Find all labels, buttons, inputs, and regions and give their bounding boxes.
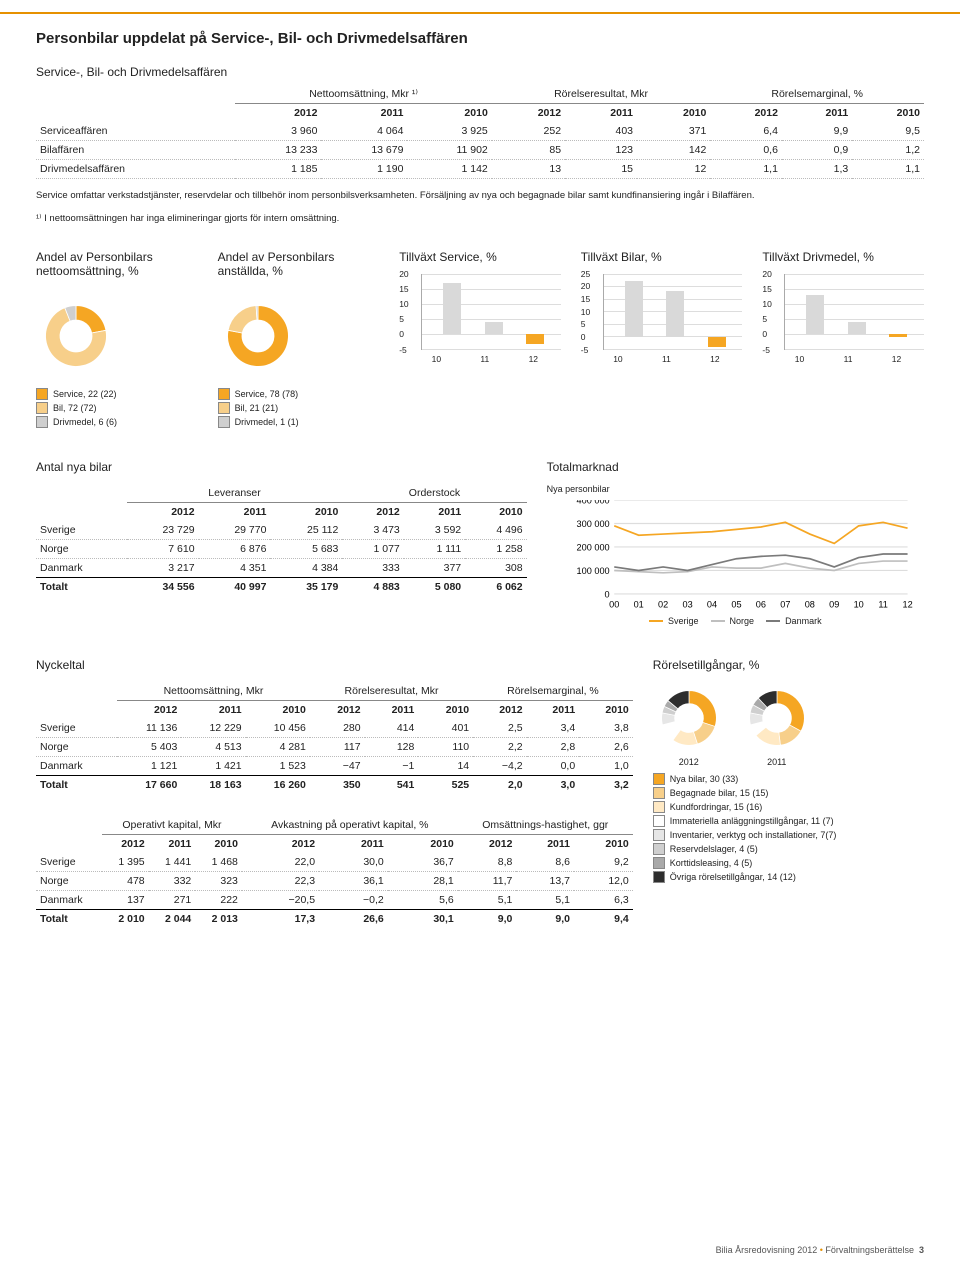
chart-driv: Tillväxt Drivmedel, % -505101520101112 — [762, 250, 924, 430]
svg-text:00: 00 — [609, 599, 619, 609]
table1: Nettoomsättning, Mkr ¹⁾Rörelseresultat, … — [36, 85, 924, 179]
svg-text:11: 11 — [878, 599, 888, 609]
svg-text:10: 10 — [853, 599, 863, 609]
donut-netto: Andel av Personbilars nettoomsättning, %… — [36, 250, 198, 430]
donut-anst: Andel av Personbilars anställda, % Servi… — [218, 250, 380, 430]
svg-text:300 000: 300 000 — [576, 519, 609, 529]
rorelse-legend: Nya bilar, 30 (33)Begagnade bilar, 15 (1… — [653, 773, 924, 883]
svg-text:05: 05 — [731, 599, 741, 609]
svg-text:08: 08 — [804, 599, 814, 609]
table1-subtitle: Service-, Bil- och Drivmedelsaffären — [36, 65, 924, 79]
nyckeltal-title: Nyckeltal — [36, 658, 633, 672]
nyckeltal-table2: Operativt kapital, MkrAvkastning på oper… — [36, 816, 633, 928]
svg-text:09: 09 — [829, 599, 839, 609]
totalmarknad-sub: Nya personbilar — [547, 484, 924, 494]
svg-text:0: 0 — [604, 589, 609, 599]
svg-text:12: 12 — [902, 599, 912, 609]
table1-note2: ¹⁾ I nettoomsättningen har inga eliminer… — [36, 212, 924, 225]
chart-service: Tillväxt Service, % -505101520101112 — [399, 250, 561, 430]
page-title: Personbilar uppdelat på Service-, Bil- o… — [36, 30, 924, 47]
svg-text:200 000: 200 000 — [576, 542, 609, 552]
nyckeltal-table1: Nettoomsättning, MkrRörelseresultat, Mkr… — [36, 682, 633, 794]
table1-note: Service omfattar verkstadstjänster, rese… — [36, 189, 924, 202]
svg-text:100 000: 100 000 — [576, 566, 609, 576]
svg-text:07: 07 — [780, 599, 790, 609]
svg-text:03: 03 — [682, 599, 692, 609]
svg-text:400 000: 400 000 — [576, 500, 609, 505]
svg-text:06: 06 — [755, 599, 765, 609]
svg-text:02: 02 — [658, 599, 668, 609]
antal-table: LeveranserOrderstock 2012201120102012201… — [36, 484, 527, 596]
chart-bilar: Tillväxt Bilar, % -50510152025101112 — [581, 250, 743, 430]
totalmarknad-chart: 0 100 000 200 000 300 000 400 000 00 01 02 03 04 0… — [547, 500, 924, 610]
antal-title: Antal nya bilar — [36, 460, 527, 474]
svg-text:04: 04 — [707, 599, 717, 609]
totalmarknad-title: Totalmarknad — [547, 460, 924, 474]
rorelse-title: Rörelsetillgångar, % — [653, 658, 924, 672]
page-footer: Bilia Årsredovisning 2012 • Förvaltnings… — [716, 1245, 924, 1255]
svg-text:01: 01 — [633, 599, 643, 609]
